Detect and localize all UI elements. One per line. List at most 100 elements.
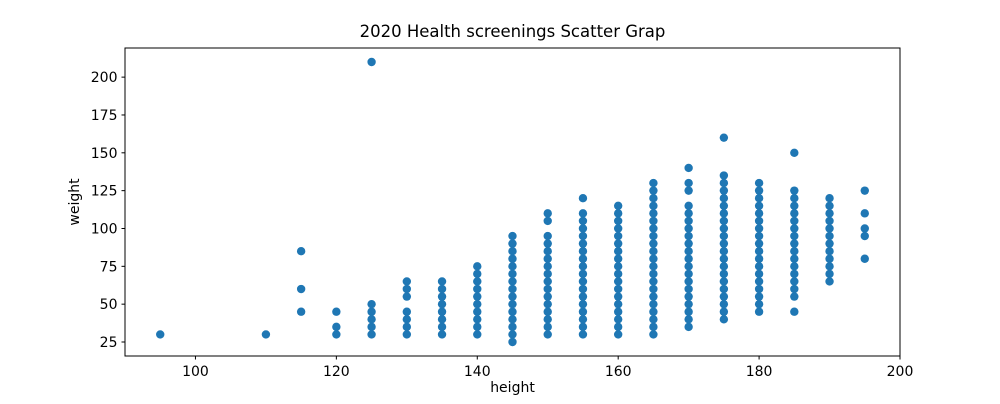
data-point bbox=[754, 269, 764, 279]
data-point bbox=[684, 307, 693, 316]
data-point bbox=[578, 254, 588, 263]
data-point bbox=[719, 209, 729, 218]
data-point bbox=[613, 322, 623, 332]
data-point bbox=[790, 186, 799, 195]
data-point bbox=[473, 292, 482, 301]
data-point bbox=[790, 239, 799, 248]
data-point bbox=[790, 277, 799, 286]
data-point bbox=[613, 315, 623, 324]
data-point bbox=[508, 269, 517, 279]
data-point bbox=[296, 307, 306, 316]
y-tick-label: 25 bbox=[100, 335, 118, 351]
data-point bbox=[543, 330, 552, 339]
data-point bbox=[790, 262, 799, 271]
data-point bbox=[719, 186, 729, 195]
data-point bbox=[508, 239, 517, 248]
data-point bbox=[156, 330, 165, 339]
data-point bbox=[508, 284, 517, 294]
data-point bbox=[437, 315, 447, 324]
data-point bbox=[719, 133, 729, 142]
data-point bbox=[790, 224, 799, 233]
data-point bbox=[508, 277, 517, 286]
data-point bbox=[508, 330, 517, 339]
data-point bbox=[825, 209, 834, 218]
data-point bbox=[719, 246, 729, 256]
data-point bbox=[543, 262, 552, 271]
data-point bbox=[578, 224, 588, 233]
data-point bbox=[402, 315, 412, 324]
x-tick-label: 120 bbox=[323, 364, 350, 380]
data-point bbox=[754, 277, 764, 286]
data-point bbox=[543, 284, 552, 294]
y-axis-label: weight bbox=[67, 178, 83, 226]
data-point bbox=[543, 292, 552, 301]
data-point bbox=[754, 216, 764, 226]
data-point bbox=[684, 178, 693, 188]
data-point bbox=[684, 231, 693, 241]
data-point bbox=[543, 231, 552, 241]
data-point bbox=[684, 186, 693, 195]
data-point bbox=[613, 201, 623, 210]
data-point bbox=[508, 322, 517, 332]
data-point bbox=[508, 299, 517, 309]
data-point bbox=[860, 186, 869, 195]
data-point bbox=[473, 269, 482, 279]
data-point bbox=[825, 254, 834, 263]
data-point bbox=[825, 239, 834, 248]
data-point bbox=[684, 262, 693, 271]
data-point bbox=[684, 277, 693, 286]
data-point bbox=[754, 224, 764, 233]
data-point bbox=[437, 307, 447, 316]
data-point bbox=[790, 216, 799, 226]
data-point bbox=[508, 315, 517, 324]
data-point bbox=[508, 254, 517, 263]
data-point bbox=[578, 209, 588, 218]
data-point bbox=[719, 171, 729, 180]
data-point bbox=[473, 277, 482, 286]
data-point bbox=[754, 231, 764, 241]
data-point bbox=[684, 239, 693, 248]
data-point bbox=[825, 277, 834, 286]
data-point bbox=[578, 262, 588, 271]
data-point bbox=[684, 315, 693, 324]
data-point bbox=[719, 307, 729, 316]
data-point bbox=[578, 322, 588, 332]
data-point bbox=[613, 299, 623, 309]
data-point bbox=[508, 231, 517, 241]
data-point bbox=[719, 277, 729, 286]
y-tick-label: 125 bbox=[91, 184, 118, 200]
chart-title: 2020 Health screenings Scatter Grap bbox=[360, 22, 666, 41]
data-point bbox=[649, 216, 658, 226]
data-point bbox=[649, 209, 658, 218]
data-point bbox=[719, 315, 729, 324]
data-point bbox=[473, 307, 482, 316]
data-point bbox=[508, 262, 517, 271]
data-point bbox=[332, 307, 341, 316]
data-point bbox=[649, 231, 658, 241]
data-point bbox=[649, 246, 658, 256]
data-point bbox=[613, 224, 623, 233]
data-point bbox=[649, 292, 658, 301]
data-point bbox=[790, 231, 799, 241]
data-point bbox=[332, 322, 341, 332]
data-point bbox=[684, 254, 693, 263]
data-point bbox=[437, 322, 447, 332]
data-point bbox=[719, 239, 729, 248]
data-point bbox=[719, 201, 729, 210]
data-point bbox=[649, 262, 658, 271]
data-point bbox=[790, 209, 799, 218]
data-point bbox=[402, 322, 412, 332]
data-point bbox=[543, 315, 552, 324]
data-point bbox=[578, 284, 588, 294]
data-point bbox=[684, 322, 693, 332]
data-point bbox=[508, 292, 517, 301]
data-point bbox=[332, 330, 341, 339]
data-point bbox=[790, 148, 799, 158]
data-point bbox=[754, 186, 764, 195]
data-point bbox=[402, 292, 412, 301]
data-point bbox=[825, 201, 834, 210]
data-point bbox=[790, 201, 799, 210]
data-point bbox=[613, 269, 623, 279]
data-point bbox=[578, 277, 588, 286]
